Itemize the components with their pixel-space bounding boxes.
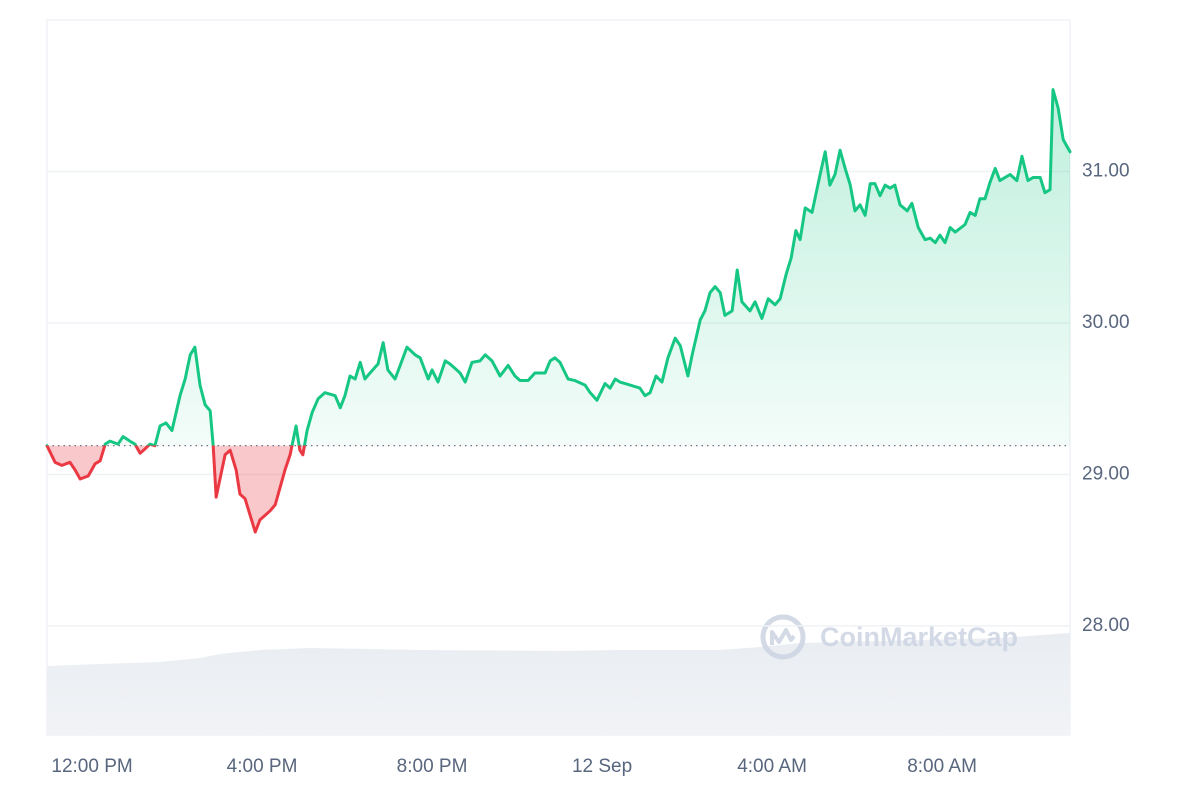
x-tick-label: 12:00 PM	[51, 756, 132, 777]
x-tick-label: 8:00 AM	[907, 756, 977, 777]
x-tick-label: 12 Sep	[572, 756, 632, 777]
y-tick-label: 30.00	[1082, 312, 1130, 333]
watermark-logo	[760, 614, 806, 660]
x-tick-label: 8:00 PM	[397, 756, 468, 777]
price-line	[45, 88, 1072, 534]
volume-area	[47, 633, 1070, 735]
price-area	[47, 89, 1070, 533]
watermark-logo-mark	[770, 628, 796, 645]
x-tick-label: 4:00 AM	[737, 756, 807, 777]
x-tick-label: 4:00 PM	[227, 756, 298, 777]
watermark: CoinMarketCap	[760, 614, 1018, 660]
y-tick-label: 31.00	[1082, 160, 1130, 181]
watermark-text: CoinMarketCap	[820, 622, 1018, 652]
y-tick-label: 29.00	[1082, 463, 1130, 484]
y-tick-label: 28.00	[1082, 615, 1130, 636]
